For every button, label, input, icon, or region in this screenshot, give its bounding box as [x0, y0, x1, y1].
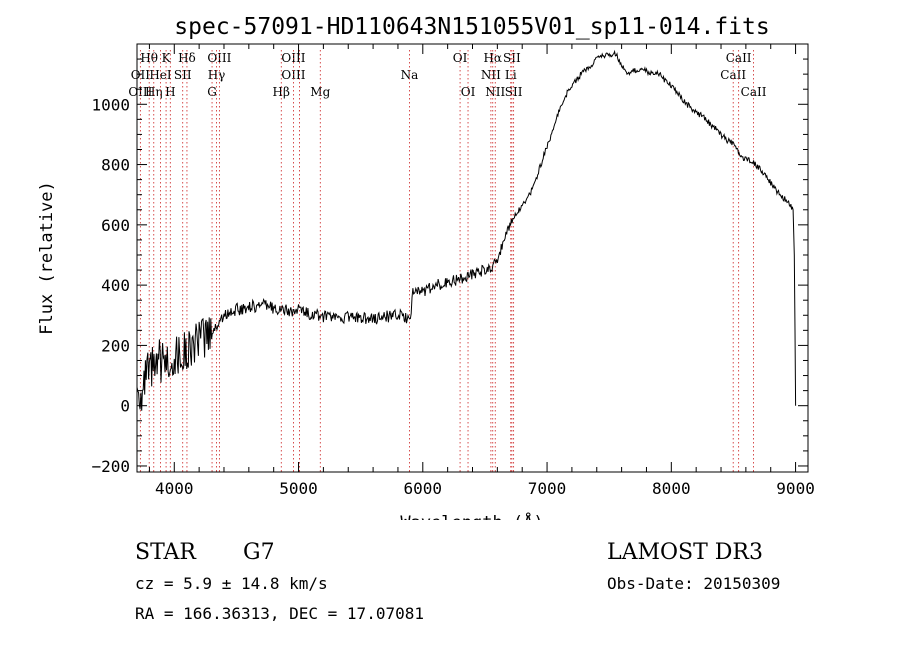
y-tick-label: 800: [101, 156, 130, 175]
y-tick-label: 600: [101, 216, 130, 235]
spectral-line-labels: HθKHδOIIIOIIIOIHαSIICaIIOIIHeISIIHγOIIIN…: [128, 51, 766, 99]
object-subclass: G7: [243, 540, 275, 565]
survey-name: LAMOST DR3: [607, 540, 763, 565]
spectrum-chart: spec-57091-HD110643N151055V01_sp11-014.f…: [37, 14, 815, 520]
coordinates: RA = 166.36313, DEC = 17.07081: [135, 604, 424, 623]
spectral-line-label: K: [162, 51, 172, 65]
flux-series-line: [136, 49, 797, 411]
y-tick-label: −200: [91, 457, 130, 476]
y-tick-label: 1000: [91, 95, 130, 114]
x-tick-label: 9000: [776, 479, 815, 498]
spectral-line-label: G: [207, 85, 217, 99]
chart-title: spec-57091-HD110643N151055V01_sp11-014.f…: [174, 14, 769, 40]
y-tick-label: 0: [120, 397, 130, 416]
x-tick-label: 4000: [155, 479, 194, 498]
spectral-line-label: CaII: [741, 85, 767, 99]
x-tick-label: 5000: [279, 479, 318, 498]
spectral-line-markers: [139, 50, 754, 472]
x-tick-label: 6000: [404, 479, 443, 498]
spectral-line-label: H: [165, 85, 175, 99]
y-axis-label: Flux (relative): [37, 181, 57, 335]
spectral-line-label: OIII: [128, 85, 152, 99]
redshift-value: cz = 5.9 ± 14.8 km/s: [135, 574, 328, 593]
x-tick-label: 8000: [652, 479, 691, 498]
spectral-line-label: Hβ: [273, 85, 290, 99]
y-tick-label: 200: [101, 336, 130, 355]
spectral-line-label: NII: [485, 85, 505, 99]
observation-date: Obs-Date: 20150309: [607, 574, 781, 593]
spectral-line-label: SII: [505, 85, 523, 99]
y-tick-label: 400: [101, 276, 130, 295]
plot-frame: [136, 43, 809, 473]
spectral-line-label: OI: [461, 85, 476, 99]
x-axis-label: Wavelength (Å): [400, 511, 543, 520]
object-type: STAR: [135, 540, 196, 565]
axis-ticks: 4000 5000 6000 7000 8000 9000 −200 0 200 400 600 80…: [91, 43, 815, 498]
x-tick-label: 7000: [528, 479, 567, 498]
spectral-line-label: Mg: [310, 85, 330, 99]
